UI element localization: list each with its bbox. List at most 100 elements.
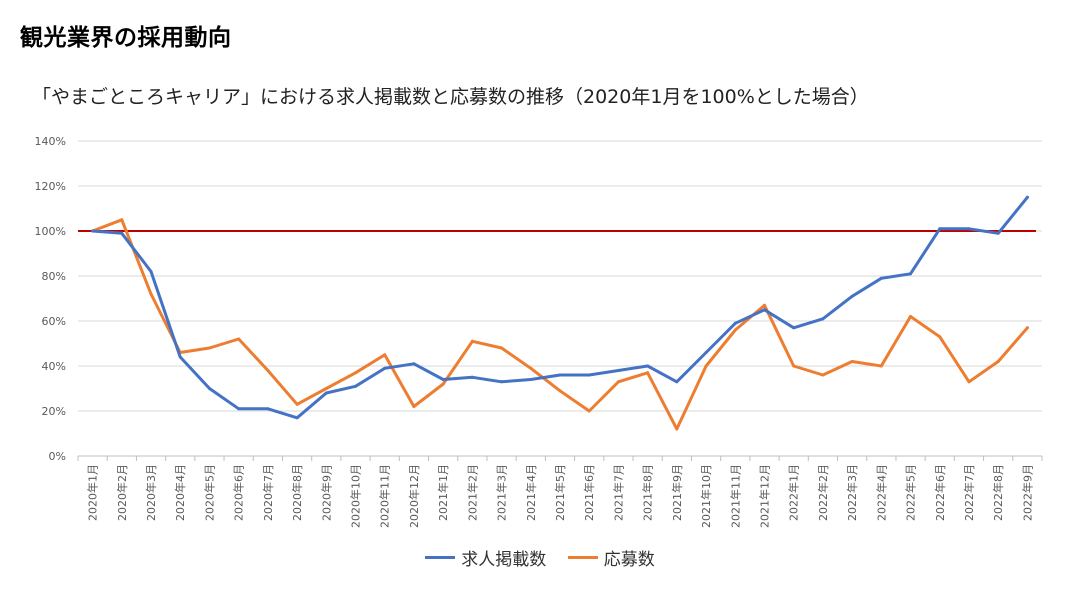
data-point-0 [470,375,474,379]
data-point-0 [938,227,942,231]
x-tick-label: 2021年12月 [757,464,771,528]
x-tick-label: 2021年10月 [699,464,713,528]
x-tick-label: 2022年1月 [787,464,801,521]
x-tick-label: 2022年8月 [991,464,1005,521]
data-point-1 [237,337,241,341]
data-point-0 [762,308,766,312]
x-tick-label: 2021年4月 [524,464,538,521]
y-tick-label: 100% [35,225,66,238]
x-tick-label: 2021年9月 [670,464,684,521]
data-point-1 [821,373,825,377]
x-tick-label: 2021年2月 [465,464,479,521]
data-point-1 [266,369,270,372]
x-tick-label: 2020年4月 [173,464,187,521]
data-point-0 [354,384,358,388]
data-point-1 [967,380,971,384]
grid-lines [78,140,1042,457]
data-point-1 [529,366,533,370]
y-axis-ticks: 0% 20% 40% 60% 80% 100% 120% 140% [35,135,66,463]
data-point-0 [850,294,854,298]
data-point-1 [470,339,474,343]
data-point-0 [996,231,1000,235]
x-tick-label: 2021年11月 [728,464,742,528]
legend-label-0: 求人掲載数 [461,550,547,570]
x-tick-label: 2021年1月 [436,464,450,521]
legend-swatch-1 [567,556,598,559]
data-point-0 [879,276,883,280]
data-point-1 [295,402,299,406]
data-point-0 [646,364,650,368]
data-point-1 [383,353,387,357]
series-line-1 [91,218,1029,431]
data-point-1 [909,315,913,318]
data-point-0 [967,227,971,231]
x-tick-label: 2022年9月 [1020,464,1034,521]
x-axis-ticks: 2020年1月 2020年2月 2020年3月 2020年4月 2020年5月 2020年… [77,456,1043,528]
x-tick-label: 2022年2月 [816,464,830,521]
data-point-0 [412,362,416,366]
data-point-0 [178,355,182,359]
legend-item-1: 応募数 [567,545,655,570]
x-tick-label: 2021年5月 [553,464,567,521]
data-point-0 [500,380,504,384]
data-point-0 [324,391,328,395]
data-point-1 [441,382,445,386]
x-tick-label: 2022年7月 [962,464,976,521]
x-tick-label: 2022年3月 [845,464,859,521]
data-point-1 [616,380,620,384]
data-point-1 [996,360,1000,363]
x-tick-label: 2020年6月 [232,464,246,521]
x-tick-label: 2021年3月 [495,464,509,521]
data-point-1 [704,364,708,368]
data-point-0 [587,373,591,377]
legend-swatch-0 [425,556,456,559]
data-point-1 [850,360,854,363]
data-point-1 [558,389,562,393]
data-point-1 [762,303,766,307]
data-point-1 [587,409,591,413]
page-title: 観光業界の採用動向 [20,25,232,51]
data-point-0 [91,229,95,233]
data-point-0 [675,380,679,384]
data-point-1 [149,292,153,296]
data-point-1 [879,364,883,368]
data-point-1 [354,371,358,375]
x-tick-label: 2022年5月 [904,464,918,521]
x-tick-label: 2021年8月 [641,464,655,521]
y-tick-label: 20% [42,405,66,418]
x-tick-label: 2020年1月 [86,464,100,521]
x-tick-label: 2020年11月 [378,464,392,528]
x-tick-label: 2022年4月 [874,464,888,521]
data-point-0 [120,231,124,235]
data-point-1 [938,335,942,339]
data-point-1 [412,405,416,408]
data-point-0 [383,366,387,370]
data-point-1 [675,427,679,431]
data-point-0 [909,272,913,276]
data-point-0 [441,378,445,381]
data-point-0 [1025,195,1029,199]
x-tick-label: 2021年6月 [582,464,596,521]
legend-label-1: 応募数 [603,550,655,570]
data-point-0 [207,387,211,390]
data-point-1 [207,346,211,350]
data-point-0 [616,369,620,372]
series-group [91,195,1029,431]
data-point-1 [120,218,124,222]
data-point-0 [295,416,299,420]
y-tick-label: 60% [42,315,66,328]
legend-item-0: 求人掲載数 [425,545,546,570]
data-point-0 [529,378,533,381]
data-point-0 [558,373,562,377]
data-point-0 [266,407,270,411]
data-point-0 [704,351,708,354]
data-point-0 [149,270,153,273]
x-tick-label: 2022年6月 [933,464,947,521]
x-tick-label: 2020年2月 [115,464,129,521]
data-point-1 [1025,326,1029,330]
data-point-0 [792,326,796,330]
x-tick-label: 2020年3月 [144,464,158,521]
data-point-1 [500,346,504,350]
y-tick-label: 120% [35,180,66,193]
